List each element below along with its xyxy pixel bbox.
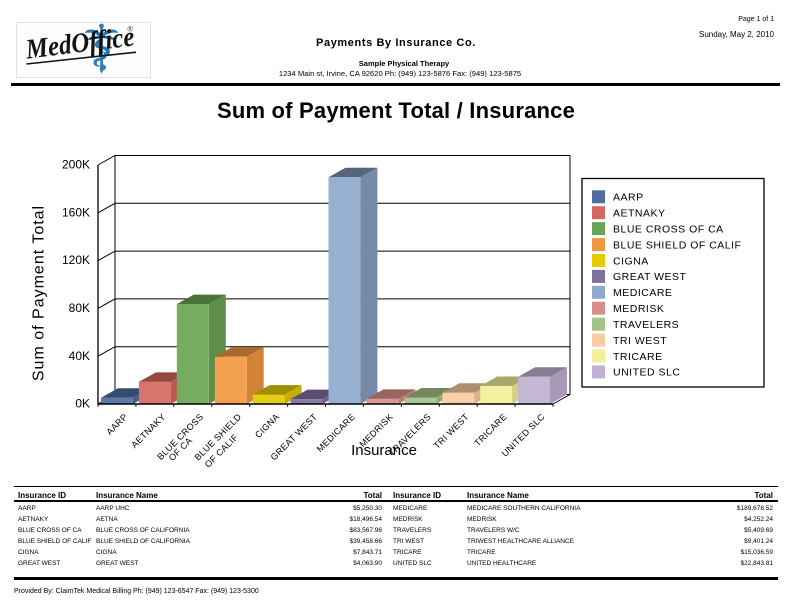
svg-text:200K: 200K xyxy=(62,158,90,172)
svg-text:AETNAKY: AETNAKY xyxy=(129,412,167,450)
svg-text:CIGNA: CIGNA xyxy=(253,412,281,440)
svg-text:MEDRISK: MEDRISK xyxy=(613,303,664,315)
svg-text:40K: 40K xyxy=(69,349,90,363)
svg-text:TRI WEST: TRI WEST xyxy=(432,412,471,451)
svg-text:AARP: AARP xyxy=(613,192,644,204)
svg-text:80K: 80K xyxy=(69,301,90,315)
svg-text:TRICARE: TRICARE xyxy=(472,412,508,448)
svg-text:0K: 0K xyxy=(75,397,90,411)
svg-text:GREAT WEST: GREAT WEST xyxy=(613,271,687,283)
svg-text:UNITED SLC: UNITED SLC xyxy=(613,367,680,379)
svg-text:BLUE CROSS OF CA: BLUE CROSS OF CA xyxy=(613,223,724,235)
svg-text:160K: 160K xyxy=(62,205,90,219)
svg-text:®: ® xyxy=(128,26,134,34)
svg-text:TRAVELERS: TRAVELERS xyxy=(613,319,679,331)
svg-text:MEDICARE: MEDICARE xyxy=(613,287,672,299)
svg-text:Sum of Payment Total: Sum of Payment Total xyxy=(31,205,48,381)
svg-text:120K: 120K xyxy=(62,253,90,267)
svg-text:BLUE SHIELD OF CALIF: BLUE SHIELD OF CALIF xyxy=(613,239,741,251)
svg-text:AETNAKY: AETNAKY xyxy=(613,208,666,220)
svg-text:TRICARE: TRICARE xyxy=(613,351,663,363)
svg-text:AARP: AARP xyxy=(104,412,129,437)
svg-text:CIGNA: CIGNA xyxy=(613,255,649,267)
svg-text:TRI WEST: TRI WEST xyxy=(613,335,667,347)
svg-text:Insurance: Insurance xyxy=(351,442,417,459)
